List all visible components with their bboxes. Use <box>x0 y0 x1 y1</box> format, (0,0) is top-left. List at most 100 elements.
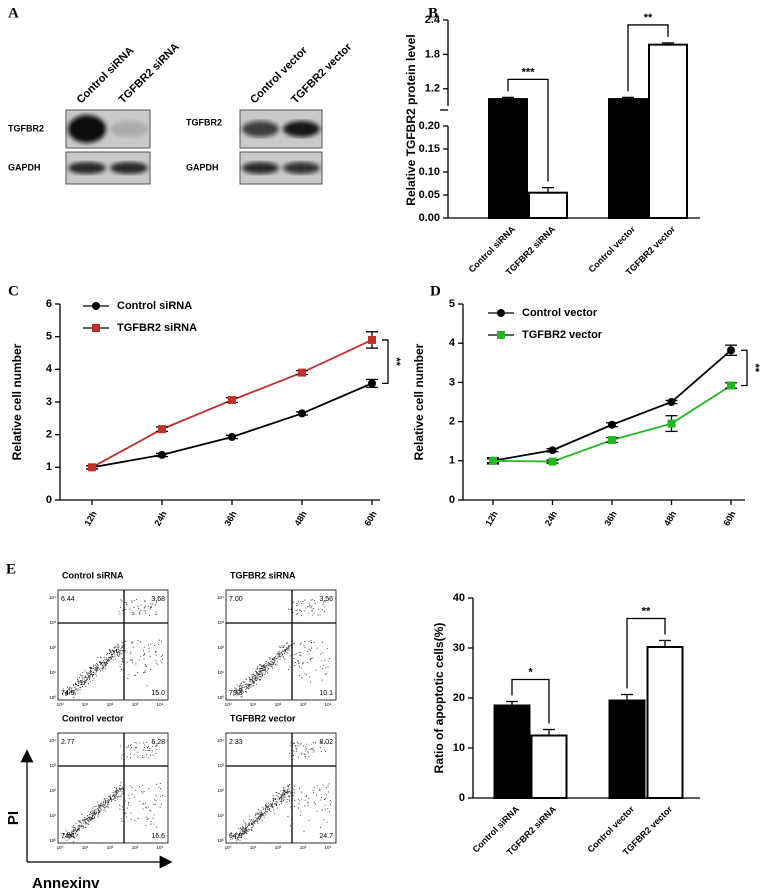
flow-event <box>77 685 79 687</box>
flow-event <box>283 645 285 647</box>
flow-event <box>72 836 74 838</box>
flow-event <box>263 669 265 670</box>
flow-event <box>97 801 99 803</box>
flow-event <box>260 664 262 666</box>
flow-event <box>316 785 318 787</box>
flow-event <box>319 747 321 749</box>
flow-event <box>261 820 263 822</box>
flow-event <box>94 813 96 815</box>
significance-bracket <box>626 617 666 689</box>
flow-event <box>244 681 246 683</box>
flow-event <box>117 646 119 648</box>
significance: ** <box>749 364 761 373</box>
flow-event <box>119 653 120 655</box>
flow-event <box>322 784 324 786</box>
flow-event <box>284 789 286 791</box>
flow-event <box>110 650 112 652</box>
panel-label: B <box>428 5 438 21</box>
flow-event <box>261 812 263 814</box>
flow-event <box>309 605 311 607</box>
flow-event <box>126 602 128 604</box>
flow-event <box>298 803 300 805</box>
y-tick-label: 4 <box>449 337 456 349</box>
flow-event <box>237 692 239 694</box>
flow-event <box>247 831 249 833</box>
flow-event <box>69 836 71 838</box>
flow-event <box>281 795 283 797</box>
flow-event <box>268 805 269 807</box>
flow-event <box>117 652 119 654</box>
flow-event <box>101 669 103 671</box>
flow-event <box>76 684 78 685</box>
flow-event <box>299 609 300 611</box>
flow-event <box>292 794 294 796</box>
flow-event <box>68 834 70 836</box>
flow-event <box>144 601 146 603</box>
flow-event <box>89 816 91 818</box>
flow-event <box>297 798 299 800</box>
quadrant-value: 24.7 <box>319 833 333 840</box>
flow-event <box>255 676 256 678</box>
flow-event <box>66 692 68 694</box>
flow-event <box>246 691 247 693</box>
flow-event <box>313 802 315 804</box>
flow-event <box>100 667 102 669</box>
flow-event <box>287 786 289 788</box>
flow-event <box>104 807 106 809</box>
flow-event <box>282 649 284 651</box>
flow-event <box>296 613 298 615</box>
flow-event <box>289 745 291 747</box>
flow-event <box>321 679 323 681</box>
flow-event <box>235 833 237 835</box>
row-label: GAPDH <box>8 162 41 172</box>
flow-event <box>113 797 115 799</box>
flow-event <box>115 795 117 797</box>
legend-label: TGFBR2 siRNA <box>117 322 197 334</box>
flow-event <box>311 748 313 750</box>
flow-event <box>322 609 324 611</box>
flow-event <box>323 799 325 800</box>
flow-event <box>109 651 111 653</box>
flow-event <box>259 814 261 816</box>
flow-event <box>150 603 152 605</box>
flow-event <box>308 612 310 614</box>
flow-event <box>245 688 247 690</box>
flow-event <box>324 673 326 675</box>
flow-event <box>127 804 129 806</box>
flow-event <box>122 646 124 648</box>
flow-event <box>272 799 274 801</box>
flow-event <box>279 658 281 660</box>
flow-event <box>130 651 132 653</box>
flow-event <box>294 642 295 644</box>
flow-event <box>106 806 108 808</box>
flow-tick: 10² <box>217 645 224 650</box>
x-tick-label: 48h <box>292 509 308 527</box>
flow-event <box>290 749 292 751</box>
flow-event <box>90 811 92 813</box>
flow-event <box>242 827 244 829</box>
flow-event <box>75 828 77 830</box>
flow-event <box>126 747 128 749</box>
flow-event <box>111 654 112 656</box>
flow-event <box>269 658 271 660</box>
flow-event <box>288 799 290 801</box>
flow-event <box>248 684 250 686</box>
flow-event <box>277 796 279 798</box>
flow-event <box>246 832 248 834</box>
flow-event <box>61 692 63 694</box>
flow-event <box>85 681 87 683</box>
flow-event <box>316 647 318 649</box>
flow-event <box>82 675 84 677</box>
flow-event <box>119 789 121 791</box>
flow-event <box>265 809 267 810</box>
flow-event <box>67 834 69 836</box>
flow-event <box>257 813 259 815</box>
flow-event <box>114 796 116 798</box>
flow-event <box>121 791 123 793</box>
quadrant-value: 2.33 <box>229 739 243 746</box>
flow-event <box>281 798 283 800</box>
flow-event <box>95 813 97 815</box>
flow-event <box>88 674 90 676</box>
flow-tick: 10³ <box>132 702 139 707</box>
flow-event <box>156 745 158 747</box>
